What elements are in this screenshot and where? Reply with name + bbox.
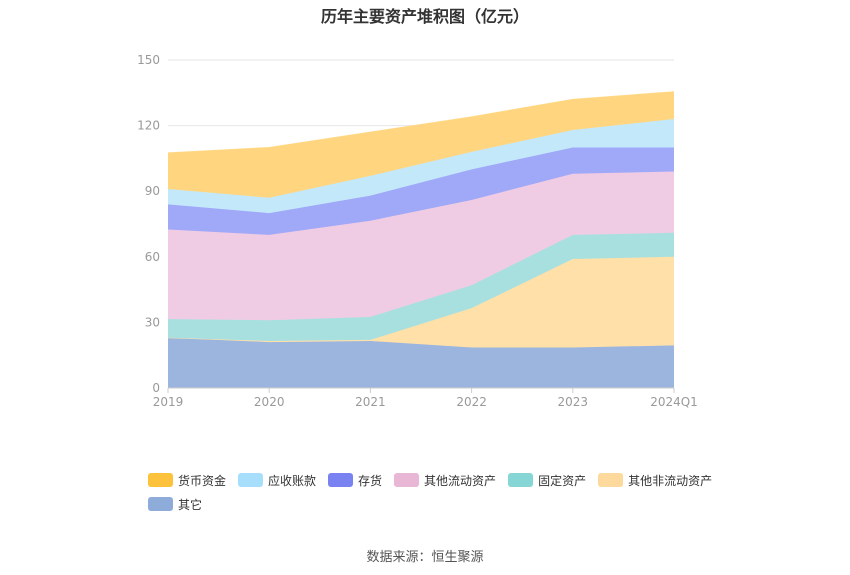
- x-tick-label: 2020: [254, 395, 285, 409]
- legend-swatch: [238, 473, 264, 487]
- area-series-4: [168, 147, 674, 235]
- area-layer: [167, 91, 675, 388]
- legend-swatch: [508, 473, 534, 487]
- x-tick-label: 2021: [355, 395, 386, 409]
- legend-item[interactable]: 其他流动资产: [394, 472, 496, 488]
- area-series-5: [168, 119, 674, 214]
- chart-title: 历年主要资产堆积图（亿元）: [320, 7, 529, 26]
- legend-label: 固定资产: [538, 473, 587, 488]
- legend-item[interactable]: 货币资金: [148, 472, 226, 488]
- area-series-6: [168, 91, 674, 198]
- area-series-0: [168, 337, 674, 388]
- area-series-edge-6: [167, 91, 675, 154]
- legend-label: 其他非流动资产: [628, 473, 713, 488]
- y-tick-label: 60: [145, 250, 160, 264]
- legend-item[interactable]: 其它: [148, 496, 202, 512]
- y-tick-label: 0: [152, 381, 160, 395]
- area-series-2: [168, 232, 674, 341]
- legend-label: 其他流动资产: [424, 473, 497, 488]
- legend-swatch: [148, 497, 173, 511]
- legend-label: 应收账款: [268, 473, 317, 488]
- y-tick-label: 150: [137, 53, 160, 67]
- legend-item[interactable]: 固定资产: [508, 472, 586, 488]
- legend-label: 其它: [178, 497, 203, 512]
- area-series-1: [168, 256, 674, 348]
- legend-item[interactable]: 存货: [328, 472, 382, 488]
- legend-item[interactable]: 其他非流动资产: [598, 472, 712, 488]
- legend-swatch: [148, 473, 173, 487]
- legend-swatch: [328, 473, 354, 487]
- chart-legend: 货币资金 应收账款 存货 其他流动资产 固定资产 其他非流动资产其它: [148, 472, 748, 520]
- legend-label: 存货: [358, 473, 383, 488]
- y-tick-label: 120: [137, 119, 160, 133]
- x-tick-label: 2023: [558, 395, 589, 409]
- x-tick-label: 2024Q1: [650, 395, 698, 409]
- x-tick-label: 2022: [456, 395, 487, 409]
- legend-label: 货币资金: [178, 473, 227, 488]
- legend-swatch: [598, 473, 624, 487]
- data-source-note: 数据来源：恒生聚源: [366, 550, 484, 565]
- legend-item[interactable]: 应收账款: [238, 472, 316, 488]
- axis-layer: 0 30 60 90 120 150 2019 2020 2021 2022 2023 2024Q1: [137, 53, 698, 409]
- area-series-edge-0: [167, 337, 675, 349]
- y-tick-label: 90: [145, 184, 160, 198]
- y-tick-label: 30: [145, 315, 160, 329]
- legend-swatch: [394, 473, 420, 487]
- area-series-3: [168, 171, 674, 321]
- x-tick-label: 2019: [153, 395, 184, 409]
